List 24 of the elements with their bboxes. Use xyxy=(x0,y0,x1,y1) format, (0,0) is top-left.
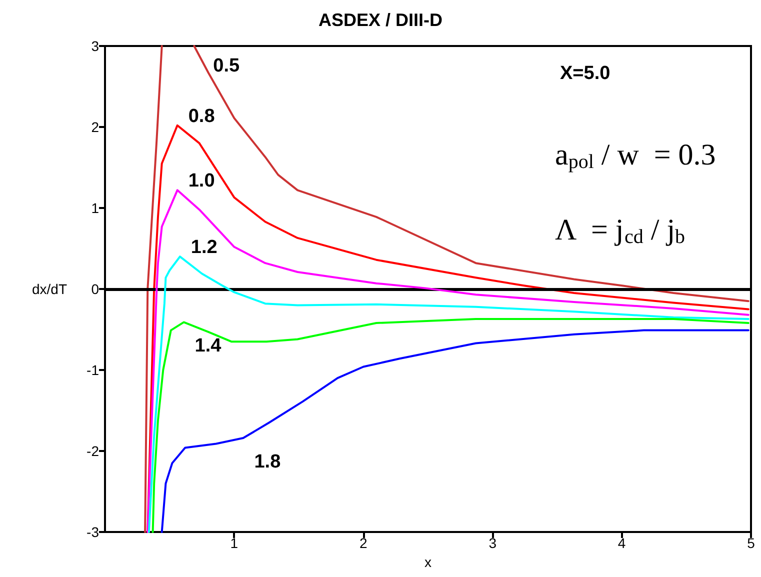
annotation: X=5.0 xyxy=(560,63,610,84)
series-label: 0.5 xyxy=(213,56,240,76)
x-tick-label: 2 xyxy=(360,535,368,551)
x-tick-label: 1 xyxy=(230,535,238,551)
y-tick-label: 1 xyxy=(91,200,100,216)
series-label: 1.4 xyxy=(194,336,222,357)
series-label: 0.8 xyxy=(188,106,215,127)
chart-title: ASDEX / DIII-D xyxy=(318,10,443,30)
y-tick-label: -3 xyxy=(86,524,100,540)
line-series xyxy=(146,189,750,533)
y-tick-label: 3 xyxy=(91,38,100,54)
y-tick-label: 0 xyxy=(91,281,100,297)
y-tick-label: 2 xyxy=(91,119,100,135)
series-label: 1.2 xyxy=(190,237,218,258)
line-series xyxy=(148,256,750,533)
y-tick-label: -1 xyxy=(86,362,100,378)
y-tick-label: -2 xyxy=(86,443,100,459)
series-label: 1.0 xyxy=(188,170,215,192)
y-axis-title: dx/dT xyxy=(32,281,68,297)
x-tick-label: 5 xyxy=(747,535,756,551)
x-axis-title: x xyxy=(424,554,432,570)
series-label: 1.8 xyxy=(254,452,281,473)
x-tick-label: 4 xyxy=(618,535,626,551)
x-tick-label: 3 xyxy=(488,535,497,551)
